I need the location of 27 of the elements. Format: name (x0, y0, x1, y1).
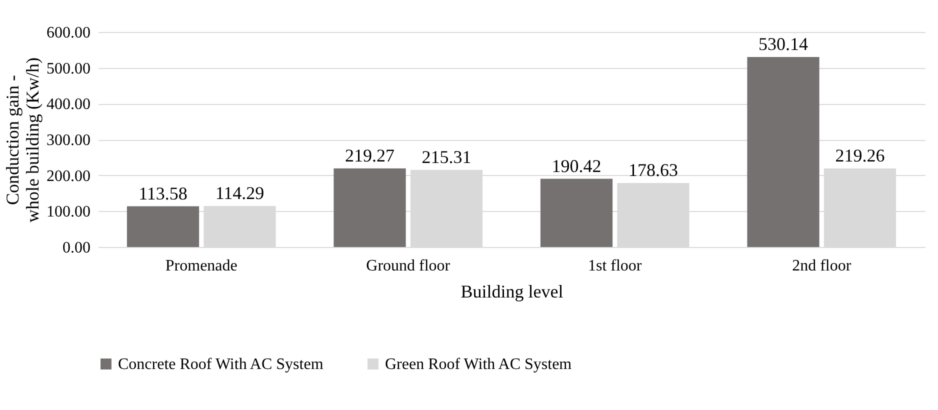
legend-label: Green Roof With AC System (385, 356, 572, 373)
x-tick-label: 2nd floor (792, 258, 852, 274)
y-tick-label: 500.00 (46, 60, 90, 78)
y-tick-label: 300.00 (46, 132, 90, 149)
bar (747, 57, 820, 247)
x-axis-title: Building level (460, 282, 564, 302)
y-tick-label: 0.00 (62, 240, 90, 256)
bar (540, 178, 613, 247)
x-tick-label: Promenade (165, 258, 238, 274)
data-label: 178.63 (628, 160, 678, 180)
y-tick-label: 600.00 (46, 24, 90, 42)
y-axis-title: Conduction gain - whole building (Kw/h) (2, 58, 42, 222)
bar (126, 206, 200, 247)
y-tick-label: 200.00 (46, 168, 90, 185)
x-tick-label: 1st floor (588, 258, 642, 274)
y-tick-label: 100.00 (46, 204, 90, 221)
data-label: 219.26 (835, 145, 885, 166)
data-label: 113.58 (138, 183, 188, 204)
bar (334, 168, 406, 247)
data-label: 215.31 (422, 146, 472, 167)
data-label: 530.14 (758, 34, 808, 54)
data-label: 190.42 (552, 156, 602, 176)
x-tick-label: Ground floor (366, 258, 451, 274)
data-label: 219.27 (345, 145, 395, 166)
data-label: 114.29 (215, 183, 264, 204)
y-tick-label: 400.00 (46, 96, 90, 114)
legend-label: Concrete Roof With AC System (118, 356, 324, 373)
